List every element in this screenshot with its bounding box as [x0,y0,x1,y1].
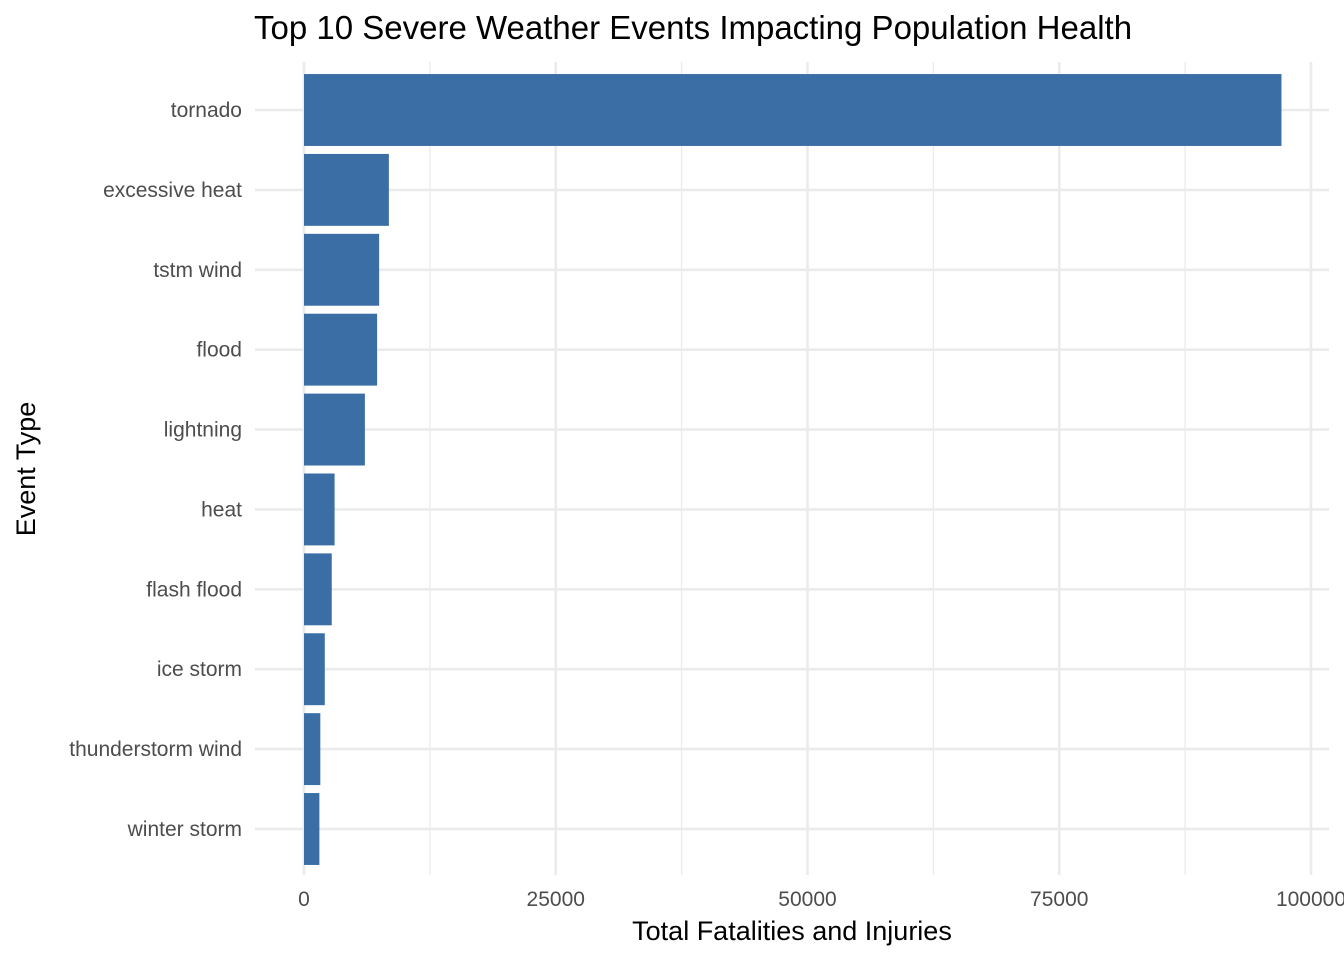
bar-lightning [304,393,365,466]
x-tick-label: 25000 [527,888,585,911]
y-tick-label: thunderstorm wind [69,738,242,761]
x-tick-label: 75000 [1030,888,1088,911]
bar-winter-storm [304,793,320,865]
bar-tstm-wind [304,233,380,306]
x-axis-title: Total Fatalities and Injuries [632,916,952,946]
bar-excessive-heat [304,153,389,226]
x-tick-labels: 0 25000 50000 75000 100000 [298,888,1344,911]
bar-flood [304,313,378,386]
bar-tornado [304,74,1282,146]
x-tick-label: 50000 [778,888,836,911]
x-tick-label: 0 [298,888,310,911]
y-tick-label: tornado [171,99,242,122]
x-tick-label: 100000 [1276,888,1344,911]
bar-ice-storm [304,633,325,706]
y-tick-label: heat [201,498,242,521]
bars [304,74,1282,865]
y-axis-title: Event Type [11,402,41,537]
y-tick-label: winter storm [127,818,242,841]
y-tick-label: flood [196,339,242,362]
y-tick-label: lightning [164,419,242,442]
y-tick-label: excessive heat [103,179,242,202]
y-tick-label: ice storm [157,658,242,681]
bar-flash-flood [304,553,332,626]
y-tick-labels: tornado excessive heat tstm wind flood light… [69,99,242,841]
bar-thunderstorm-wind [304,713,321,786]
chart-title: Top 10 Severe Weather Events Impacting P… [254,9,1132,46]
y-tick-label: flash flood [146,578,242,601]
bar-heat [304,473,335,546]
y-tick-label: tstm wind [153,259,242,282]
